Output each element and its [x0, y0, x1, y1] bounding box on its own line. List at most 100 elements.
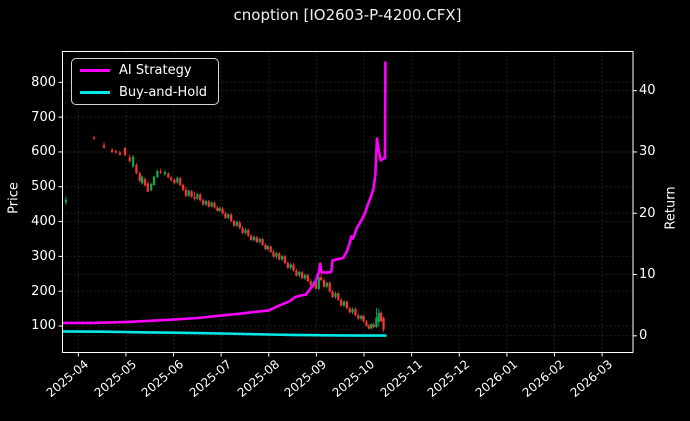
candle-down [382, 317, 385, 330]
candle-down [340, 299, 343, 306]
candle-up [325, 282, 329, 287]
return-tick-label: 40 [639, 83, 656, 99]
candle-down [199, 194, 202, 201]
candle-up [210, 202, 213, 207]
candle-up [303, 274, 307, 279]
candle-down [143, 179, 147, 186]
candle-down [201, 200, 205, 205]
candle-up [360, 315, 363, 319]
ai-strategy-line-swatch [80, 69, 110, 72]
candle-down [118, 152, 122, 155]
candle-down [179, 178, 182, 185]
candle-up [156, 171, 159, 177]
candle-up [252, 236, 256, 241]
candle-down [146, 183, 149, 192]
right-axis-label: Return [663, 186, 679, 230]
candle-down [193, 196, 196, 199]
candle-down [232, 221, 236, 226]
candle-down [348, 308, 351, 313]
candle-down [241, 228, 244, 234]
candle-up [375, 317, 378, 328]
candle-up [140, 176, 144, 184]
candle-up [244, 229, 247, 234]
candle-down [224, 213, 227, 219]
candle-down [261, 238, 264, 245]
candle-down [159, 171, 162, 173]
candle-down [367, 325, 370, 329]
candle-down [283, 256, 287, 263]
candle-down [207, 201, 210, 207]
legend: AI Strategy Buy-and-Hold [71, 58, 219, 105]
candle-down [306, 275, 309, 282]
candle-down [135, 164, 138, 174]
candle-down [345, 301, 349, 309]
candle-up [163, 171, 167, 175]
candle-down [102, 144, 106, 148]
price-tick-label: 500 [31, 179, 56, 195]
candle-down [230, 214, 233, 222]
candle-down [216, 207, 219, 211]
candle-up [152, 176, 156, 185]
candle-up [204, 201, 208, 205]
candle-down [331, 291, 334, 298]
candle-up [342, 301, 346, 306]
price-tick-label: 600 [31, 144, 56, 160]
candle-down [167, 173, 170, 178]
candle-down [286, 262, 289, 268]
candle-down [213, 202, 216, 208]
return-tick-label: 20 [639, 205, 656, 221]
candle-up [317, 277, 320, 289]
price-tick-label: 300 [31, 248, 56, 264]
price-tick-label: 400 [31, 214, 56, 230]
candle-up [150, 183, 153, 191]
candle-down [272, 251, 275, 257]
buy-and-hold-line [62, 330, 387, 337]
legend-item-ai-strategy: AI Strategy [72, 60, 218, 82]
candle-down [354, 308, 357, 316]
candle-down [170, 177, 173, 181]
price-tick-label: 800 [31, 74, 56, 90]
candle-down [278, 253, 281, 260]
candle-down [128, 157, 131, 161]
candle-down [314, 282, 318, 289]
buy-and-hold-line-swatch [80, 91, 110, 94]
candle-up [266, 246, 269, 250]
candle-down [292, 264, 295, 271]
candle-down [138, 173, 141, 181]
candle-down [238, 222, 241, 229]
candle-up [377, 312, 380, 322]
candle-up [275, 253, 278, 257]
legend-label: AI Strategy [119, 63, 192, 78]
price-tick-label: 200 [31, 283, 56, 299]
ai-strategy-line [62, 61, 387, 325]
candle-up [258, 238, 261, 243]
candle-down [269, 246, 272, 252]
candle-down [337, 293, 340, 300]
legend-label: Buy-and-Hold [119, 85, 208, 100]
candle-down [309, 281, 312, 286]
candle-down [114, 151, 118, 153]
plot-border [62, 51, 634, 353]
axes [58, 51, 637, 357]
legend-item-buy-and-hold: Buy-and-Hold [72, 82, 218, 104]
candle-down [295, 270, 298, 276]
candle-down [320, 277, 323, 281]
candle-up [64, 199, 68, 203]
candle-down [300, 272, 304, 279]
candle-up [187, 190, 190, 196]
candle-down [357, 315, 360, 319]
return-tick-label: 30 [639, 144, 656, 160]
candle-up [289, 264, 292, 268]
candle-down [372, 324, 375, 328]
candle-down [173, 180, 176, 183]
candle-up [334, 293, 337, 298]
candle-down [362, 315, 365, 322]
candle-up [227, 214, 230, 219]
candle-down [380, 312, 383, 322]
candle-down [322, 280, 326, 287]
candle-down [365, 321, 368, 326]
candle-up [176, 177, 179, 183]
candle-down [255, 237, 259, 243]
candle-down [264, 244, 267, 250]
